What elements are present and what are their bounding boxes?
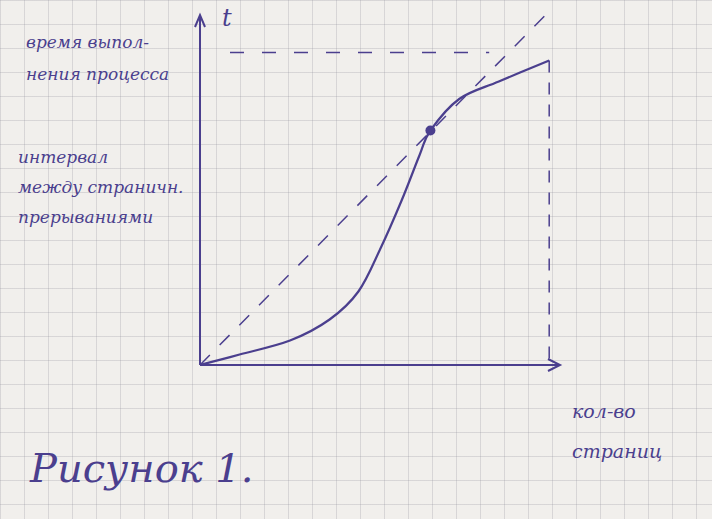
title: Рисунок 1. [29, 445, 253, 491]
annotation: интервал [18, 147, 108, 167]
guide-vertical [548, 61, 550, 366]
y-label: нения процесса [26, 64, 169, 84]
annotation: между страничн. [18, 177, 184, 197]
annotation: прерываниями [18, 207, 153, 227]
x-arrow [548, 359, 560, 371]
x-label: страниц [572, 440, 662, 462]
line [200, 15, 546, 365]
y-label: время выпол- [26, 32, 149, 52]
y-arrow [195, 15, 205, 27]
y-axis [199, 15, 201, 365]
chart: t время выпол-нения процесса интервал между… [0, 0, 712, 519]
x-axis [200, 364, 560, 366]
page: {"chart_data": { "type": "line", "title"… [0, 0, 712, 519]
plot [200, 15, 549, 365]
y-symbol: t [222, 4, 232, 32]
point [425, 126, 435, 136]
line [200, 61, 549, 366]
x-label: кол-во [572, 400, 636, 422]
guide-horizontal [230, 52, 489, 54]
